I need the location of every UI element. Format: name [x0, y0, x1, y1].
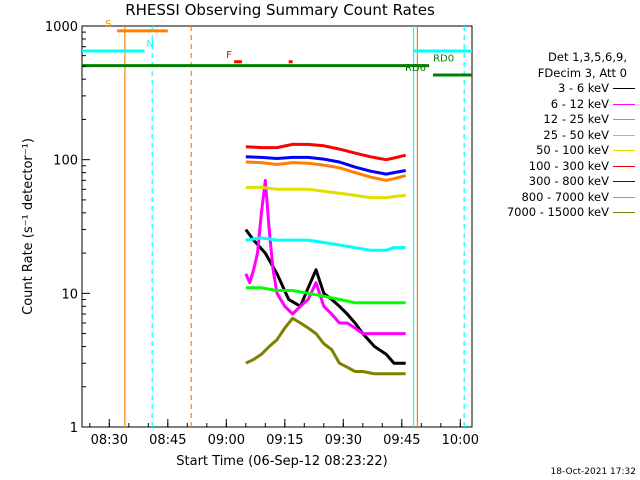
y-tick-label: 1: [70, 421, 78, 436]
series-line-8: [245, 316, 406, 376]
legend-entry-4: 50 - 100 keV: [470, 143, 635, 159]
legend-swatch: [613, 134, 635, 136]
x-tick-label: 09:30: [325, 433, 362, 448]
legend-label: 300 - 800 keV: [528, 174, 609, 188]
legend: Det 1,3,5,6,9, FDecim 3, Att 0 3 - 6 keV…: [470, 50, 635, 221]
legend-entry-3: 25 - 50 keV: [470, 128, 635, 144]
series-line-3: [245, 236, 406, 252]
legend-swatch: [613, 119, 635, 121]
legend-swatch: [613, 150, 635, 152]
y-tick-label: 100: [53, 154, 78, 169]
flag-label-f-3: F: [226, 50, 232, 61]
legend-label: 100 - 300 keV: [528, 158, 609, 173]
legend-label: 12 - 25 keV: [543, 112, 609, 126]
x-tick-label: 09:00: [208, 433, 245, 448]
y-tick-label: 1000: [45, 20, 78, 35]
legend-label: 6 - 12 keV: [550, 96, 609, 111]
y-axis-label: Count Rate (s⁻¹ detector⁻¹): [21, 138, 36, 315]
legend-swatch: [613, 181, 635, 183]
series-line-2: [245, 286, 406, 305]
legend-entry-7: 800 - 7000 keV: [470, 190, 635, 206]
legend-entry-1: 6 - 12 keV: [470, 97, 635, 113]
series-line-4: [245, 185, 406, 200]
legend-entry-8: 7000 - 15000 keV: [470, 205, 635, 221]
flag-label-rd0-5: RD0: [433, 54, 454, 65]
legend-entry-0: 3 - 6 keV: [470, 81, 635, 97]
x-axis-label: Start Time (06-Sep-12 08:23:22): [176, 454, 388, 469]
plot-timestamp: 18-Oct-2021 17:32: [550, 467, 636, 477]
series-line-6: [245, 155, 406, 176]
legend-label: 50 - 100 keV: [536, 143, 609, 157]
flag-label-s-0: S: [105, 19, 111, 30]
legend-header-line-1: Det 1,3,5,6,9,: [548, 50, 627, 64]
x-tick-label: 10:00: [442, 433, 479, 448]
legend-header-line-2: FDecim 3, Att 0: [537, 65, 627, 80]
legend-label: 7000 - 15000 keV: [506, 205, 609, 219]
flag-label-n-1: N: [146, 39, 153, 50]
x-tick-label: 08:30: [91, 433, 128, 448]
series-line-5: [245, 142, 407, 162]
legend-label: 800 - 7000 keV: [521, 189, 609, 204]
x-tick-label: 09:45: [383, 433, 420, 448]
legend-label: 3 - 6 keV: [558, 81, 609, 95]
legend-swatch: [613, 212, 635, 214]
legend-label: 25 - 50 keV: [543, 127, 609, 142]
x-tick-label: 08:45: [149, 433, 186, 448]
plot-frame: [81, 25, 473, 428]
legend-swatch: [613, 88, 635, 90]
legend-entry-5: 100 - 300 keV: [470, 159, 635, 175]
y-tick-label: 10: [61, 287, 78, 302]
series-line-7: [245, 160, 407, 182]
chart-title: RHESSI Observing Summary Count Rates: [125, 1, 435, 19]
legend-entry-2: 12 - 25 keV: [470, 112, 635, 128]
legend-entry-6: 300 - 800 keV: [470, 174, 635, 190]
legend-swatch: [613, 103, 635, 105]
x-tick-label: 09:15: [266, 433, 303, 448]
series-line-1: [244, 178, 406, 336]
legend-swatch: [613, 196, 635, 198]
legend-swatch: [613, 165, 635, 167]
flag-label-rd6-6: RD6: [405, 63, 426, 74]
